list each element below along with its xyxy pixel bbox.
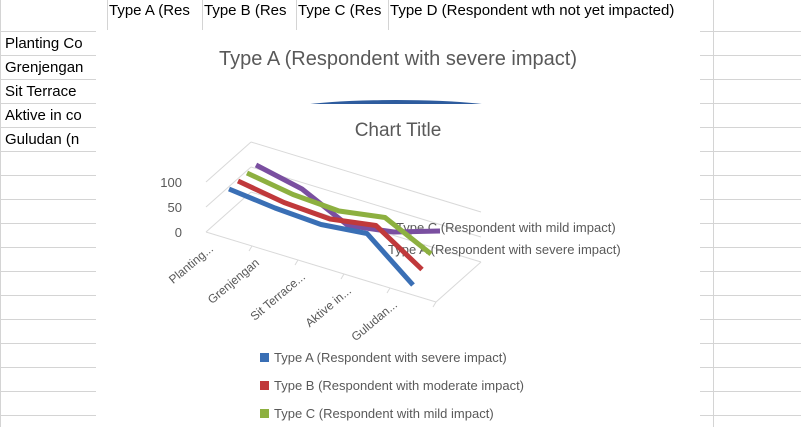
cell-a6[interactable]: Guludan (n <box>5 131 80 148</box>
legend-entry[interactable]: Type C (Respondent with mild impact) <box>260 406 494 421</box>
legend-label: Type B (Respondent with moderate impact) <box>274 378 525 393</box>
chart-title: Chart Title <box>354 120 442 141</box>
legend-swatch <box>260 409 269 418</box>
x-tick-label: Aktive in... <box>303 284 354 330</box>
y-tick-label: 100 <box>160 175 182 190</box>
legend-entry[interactable]: Type B (Respondent with moderate impact) <box>260 378 524 393</box>
legend-entry[interactable]: Type A (Respondent with severe impact) <box>260 350 507 365</box>
pie-chart-behind[interactable]: Type A (Respondent with severe impact) <box>96 30 700 104</box>
legend-label: Type C (Respondent with mild impact) <box>274 406 494 421</box>
y-tick-label: 0 <box>175 225 182 240</box>
pie-top-slice <box>310 100 482 104</box>
cell-a3[interactable]: Grenjengan <box>5 59 84 76</box>
chart-3d-frame <box>205 141 482 308</box>
series-line[interactable] <box>254 162 441 235</box>
x-tick-label: Planting... <box>166 242 216 287</box>
legend-swatch <box>260 381 269 390</box>
cell-a5[interactable]: Aktive in co <box>5 107 82 124</box>
cell-b1[interactable]: Type A (Res <box>109 2 190 19</box>
depth-axis-label: Type A (Respondent with severe impact) <box>388 242 621 257</box>
depth-axis-label: Type C (Respondent with mild impact) <box>396 220 616 235</box>
x-tick-label: Sit Terrace... <box>247 270 307 324</box>
cell-c1[interactable]: Type B (Res <box>204 2 287 19</box>
legend-label: Type A (Respondent with severe impact) <box>274 350 507 365</box>
series-line[interactable] <box>228 186 415 287</box>
cell-a2[interactable]: Planting Co <box>5 35 83 52</box>
y-tick-label: 50 <box>168 200 182 215</box>
series-line[interactable] <box>236 178 424 272</box>
pie-chart-title: Type A (Respondent with severe impact) <box>219 48 577 70</box>
cell-a4[interactable]: Sit Terrace <box>5 83 77 100</box>
cell-d1[interactable]: Type C (Res <box>298 2 382 19</box>
line-chart-3d[interactable]: Chart Title 0 50 100 Planting... Grenjengan S… <box>96 104 700 427</box>
series-line[interactable] <box>245 170 433 256</box>
x-tick-label: Guludan... <box>349 298 400 344</box>
x-tick-label: Grenjengan <box>205 256 262 307</box>
legend-swatch <box>260 353 269 362</box>
cell-e1[interactable]: Type D (Respondent wth not yet impacted) <box>390 2 675 19</box>
